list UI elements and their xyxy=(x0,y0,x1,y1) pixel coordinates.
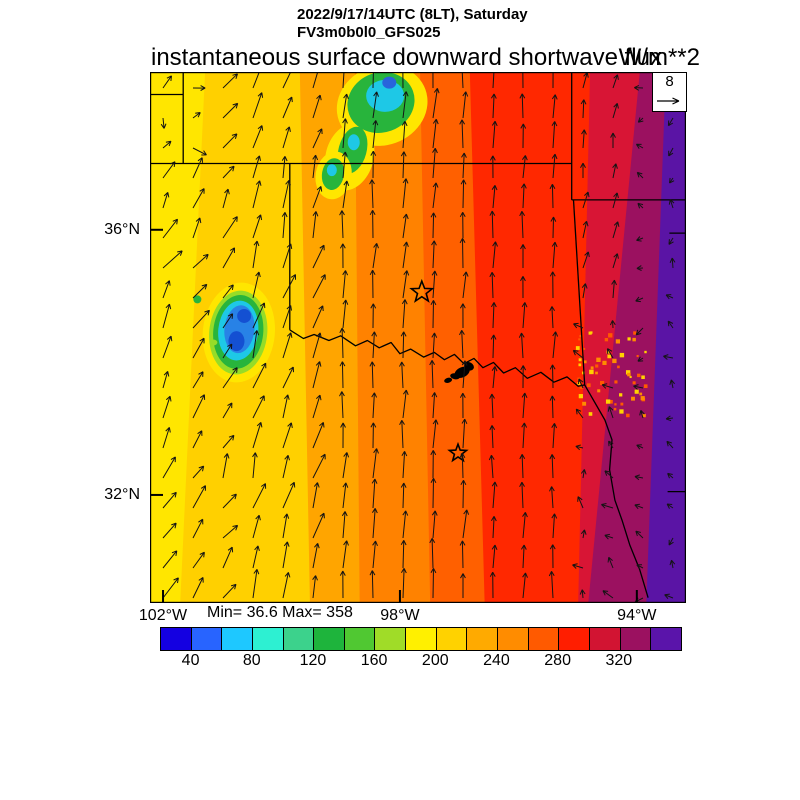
colorbar-tick-label: 200 xyxy=(421,652,449,669)
lon-axis-label: 94°W xyxy=(617,607,657,624)
header-model: FV3m0b0l0_GFS025 xyxy=(297,24,441,41)
plot-title: instantaneous surface downward shortwave… xyxy=(151,44,662,71)
right-arrow-icon xyxy=(657,97,680,105)
lon-axis-label: 98°W xyxy=(380,607,420,624)
header-datetime: 2022/9/17/14UTC (8LT), Saturday xyxy=(297,6,528,23)
colorbar-segment xyxy=(589,628,621,650)
colorbar-tick-label: 160 xyxy=(360,652,388,669)
colorbar-segment xyxy=(528,628,560,650)
lat-axis-label: 32°N xyxy=(104,485,140,503)
plot-units-label: W/m**2 xyxy=(618,44,700,71)
colorbar-segment xyxy=(252,628,284,650)
colorbar-tick-label: 40 xyxy=(181,652,200,669)
colorbar-tick-label: 280 xyxy=(544,652,571,669)
minmax-label: Min= 36.6 Max= 358 xyxy=(207,604,353,621)
map-canvas xyxy=(150,59,687,603)
colorbar-segment xyxy=(314,628,345,650)
colorbar-segment xyxy=(161,628,192,650)
colorbar-tick-label: 320 xyxy=(605,652,633,669)
colorbar-segment xyxy=(222,628,253,650)
colorbar-segment xyxy=(651,628,681,650)
colorbar-segment xyxy=(283,628,315,650)
colorbar-segment xyxy=(436,628,468,650)
reference-vector-value: 8 xyxy=(665,73,674,90)
colorbar-tick-label: 120 xyxy=(299,652,327,669)
lon-axis-label: 102°W xyxy=(138,607,188,624)
colorbar-segment xyxy=(344,628,376,650)
colorbar-segment xyxy=(498,628,529,650)
map-area xyxy=(150,59,687,603)
colorbar-segment xyxy=(620,628,652,650)
colorbar-segment xyxy=(406,628,437,650)
colorbar-segment xyxy=(559,628,590,650)
colorbar xyxy=(160,627,682,651)
header-block: 2022/9/17/14UTC (8LT), Saturday FV3m0b0l… xyxy=(297,6,528,42)
colorbar-tick-label: 80 xyxy=(242,652,261,669)
colorbar-segment xyxy=(375,628,407,650)
reference-vector-box: 8 xyxy=(652,72,687,112)
lat-axis-label: 36°N xyxy=(104,220,140,238)
colorbar-segment xyxy=(467,628,499,650)
colorbar-tick-label: 240 xyxy=(483,652,510,669)
colorbar-segment xyxy=(191,628,223,650)
